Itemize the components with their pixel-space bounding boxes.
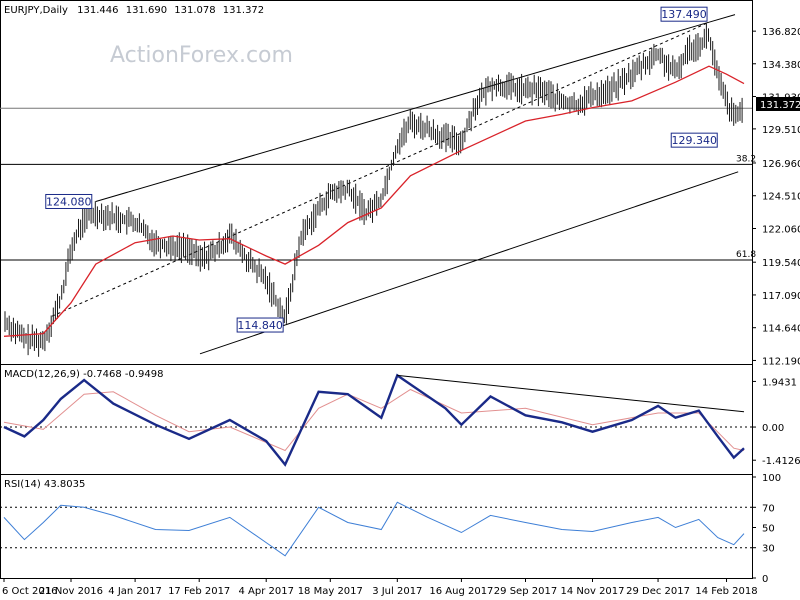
annotation-box bbox=[660, 6, 708, 22]
date-axis-label: 17 Feb 2017 bbox=[168, 586, 230, 597]
price-axis-label: 129.510 bbox=[762, 125, 800, 136]
fib-level-label: 38.2 bbox=[736, 154, 756, 164]
rsi-panel-frame bbox=[0, 474, 753, 579]
price-layer: 38.2 61.8 137.490 124.080 114.840 129.340 bbox=[0, 6, 756, 357]
macd-axis-label: 0.00 bbox=[762, 423, 784, 434]
rsi-axis-label: 0 bbox=[762, 574, 768, 585]
date-axis-label: 4 Jan 2017 bbox=[108, 586, 162, 597]
date-axis-label: 29 Sep 2017 bbox=[494, 586, 557, 597]
price-axis-label: 122.060 bbox=[762, 224, 800, 235]
date-axis-label: 14 Nov 2017 bbox=[560, 586, 624, 597]
ohlc-open: 131.446 bbox=[77, 5, 118, 16]
annotation-box bbox=[670, 132, 718, 148]
last-price-label: 131.372 bbox=[760, 100, 800, 111]
annotation-box bbox=[236, 317, 284, 333]
rsi-line bbox=[3, 501, 745, 557]
symbol: EURJPY bbox=[4, 5, 40, 16]
date-axis-label: 16 Aug 2017 bbox=[429, 586, 493, 597]
ohlc-high: 131.690 bbox=[126, 5, 167, 16]
price-axis-label: 112.190 bbox=[762, 356, 800, 367]
rsi-axis-label: 70 bbox=[762, 503, 775, 514]
rsi-label: RSI(14) 43.8035 bbox=[4, 479, 85, 490]
chart-header: EURJPY,Daily 131.446 131.690 131.078 131… bbox=[4, 5, 264, 16]
price-axis-label: 126.960 bbox=[762, 159, 800, 170]
date-axis-label: 4 Apr 2017 bbox=[238, 586, 293, 597]
macd-panel-frame bbox=[0, 364, 753, 475]
price-axis-label: 119.540 bbox=[762, 258, 800, 269]
rsi-layer bbox=[0, 501, 752, 557]
macd-layer bbox=[0, 373, 752, 467]
moving-average-line bbox=[3, 65, 745, 337]
annotation-label: 124.080 bbox=[46, 195, 92, 208]
macd-label: MACD(12,26,9) -0.7468 -0.9498 bbox=[4, 369, 164, 380]
axis-layer: 136.820134.380131.930129.510126.960124.5… bbox=[2, 27, 800, 597]
channel-upper-extension bbox=[708, 14, 736, 23]
rsi-axis-label: 50 bbox=[762, 524, 775, 535]
ohlc-low: 131.078 bbox=[174, 5, 215, 16]
channel-lower-line bbox=[284, 171, 739, 326]
macd-line bbox=[3, 373, 745, 467]
annotation-label: 114.840 bbox=[237, 319, 283, 332]
timeframe: Daily bbox=[43, 5, 68, 16]
separator: , bbox=[39, 5, 42, 16]
macd-axis-label: 1.9431 bbox=[762, 377, 797, 388]
date-axis-label: 6 Oct 2016 bbox=[2, 586, 57, 597]
rsi-axis-label: 30 bbox=[762, 544, 775, 555]
rsi-axis-label: 100 bbox=[762, 473, 781, 484]
price-axis-label: 114.640 bbox=[762, 324, 800, 335]
annotation-box bbox=[45, 193, 93, 209]
annotation-label: 129.340 bbox=[671, 134, 717, 147]
fib-level-label: 61.8 bbox=[736, 250, 756, 260]
date-axis-label: 3 Jul 2017 bbox=[372, 586, 422, 597]
macd-axis-label: -1.4126 bbox=[762, 456, 800, 467]
last-price-box bbox=[756, 96, 800, 111]
date-axis-label: 29 Dec 2017 bbox=[626, 586, 690, 597]
price-axis-label: 136.820 bbox=[762, 27, 800, 38]
watermark: ActionForex.com bbox=[110, 43, 293, 68]
price-axis-label: 124.510 bbox=[762, 192, 800, 203]
price-axis-label: 117.090 bbox=[762, 291, 800, 302]
price-axis-label: 134.380 bbox=[762, 60, 800, 71]
date-axis-label: 14 Feb 2018 bbox=[695, 586, 757, 597]
channel-upper-line bbox=[95, 21, 710, 202]
annotation-label: 137.490 bbox=[661, 8, 707, 21]
macd-trend-line bbox=[397, 374, 745, 413]
date-axis-label: 18 May 2017 bbox=[298, 586, 363, 597]
ohlc-close: 131.372 bbox=[223, 5, 264, 16]
date-axis-label: 21 Nov 2016 bbox=[39, 586, 103, 597]
